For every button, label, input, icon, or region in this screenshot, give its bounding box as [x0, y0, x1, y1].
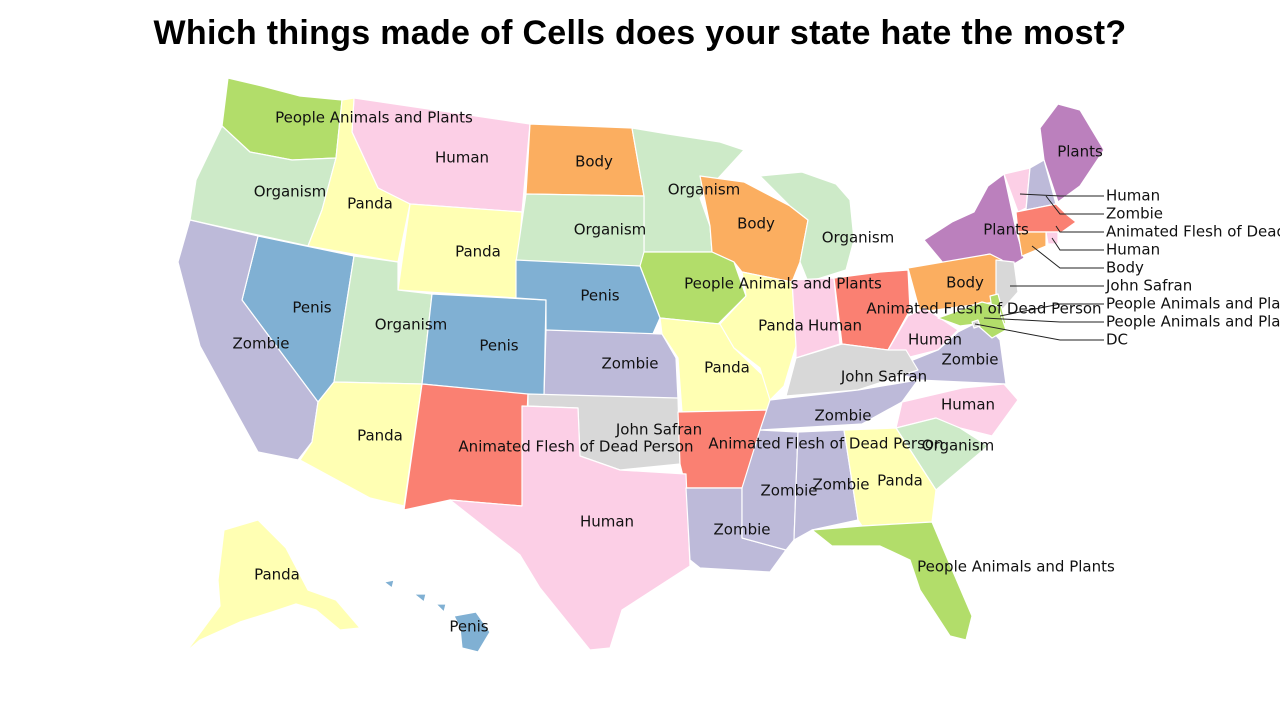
- state-label-wisconsin: Body: [737, 215, 775, 233]
- state-label-west-virginia: Human: [908, 331, 962, 349]
- callout-label-maryland: People Animals and Plants: [1106, 313, 1280, 331]
- state-label-idaho: Panda: [347, 195, 393, 213]
- state-kansas: [543, 329, 679, 401]
- callout-label-new-hampshire: Zombie: [1106, 205, 1163, 223]
- state-alaska: [185, 519, 361, 653]
- state-label-kentucky: John Safran: [840, 368, 927, 386]
- state-kentucky: [785, 343, 919, 397]
- state-label-michigan: Organism: [822, 229, 895, 247]
- state-label-nevada: Penis: [292, 299, 331, 317]
- state-label-montana: Human: [435, 149, 489, 167]
- state-alabama: [793, 429, 859, 541]
- state-label-alabama: Zombie: [813, 476, 870, 494]
- state-label-utah: Organism: [375, 316, 448, 334]
- state-label-oregon: Organism: [254, 183, 327, 201]
- state-label-indiana: Human: [808, 317, 862, 335]
- callout-leader-massachusetts: [1055, 225, 1104, 233]
- state-label-oklahoma: John Safran: [615, 421, 702, 439]
- state-label-wyoming: Panda: [455, 243, 501, 261]
- state-texas: [449, 405, 691, 651]
- state-connecticut: [1017, 231, 1047, 257]
- state-label-texas: Human: [580, 513, 634, 531]
- state-california: [177, 219, 319, 461]
- state-label-arizona: Panda: [357, 427, 403, 445]
- state-label-louisiana: Zombie: [714, 521, 771, 539]
- state-label-florida: People Animals and Plants: [917, 558, 1115, 576]
- state-label-new-mexico: Animated Flesh of Dead Person: [458, 438, 693, 456]
- callout-label-massachusetts: Animated Flesh of Dead Person: [1106, 223, 1280, 241]
- state-label-south-dakota: Organism: [574, 221, 647, 239]
- state-label-south-carolina: Organism: [922, 437, 995, 455]
- callout-leaders: [974, 193, 1104, 341]
- state-label-hawaii: Penis: [449, 618, 488, 636]
- state-label-ohio: Animated Flesh of Dead Person: [866, 300, 1101, 318]
- callout-label-district-of-columbia: DC: [1106, 331, 1128, 349]
- state-florida: [811, 521, 973, 641]
- state-michigan: [759, 171, 855, 283]
- callout-leader-vermont: [1019, 193, 1104, 197]
- callout-label-vermont: Human: [1106, 187, 1160, 205]
- callout-label-delaware: People Animals and Plants: [1106, 295, 1280, 313]
- state-label-maine: Plants: [1057, 143, 1103, 161]
- callout-leader-delaware: [999, 303, 1104, 317]
- state-idaho: [307, 97, 411, 263]
- state-label-virginia: Zombie: [942, 351, 999, 369]
- state-label-new-york: Plants: [983, 221, 1029, 239]
- state-label-colorado: Penis: [479, 337, 518, 355]
- state-label-tennessee: Zombie: [815, 407, 872, 425]
- state-label-nebraska: Penis: [580, 287, 619, 305]
- callout-leader-new-hampshire: [1045, 195, 1104, 215]
- state-label-alaska: Panda: [254, 566, 300, 584]
- state-label-iowa: People Animals and Plants: [684, 275, 882, 293]
- state-label-california: Zombie: [233, 335, 290, 353]
- map-title: Which things made of Cells does your sta…: [153, 14, 1127, 52]
- callout-label-connecticut: Body: [1106, 259, 1144, 277]
- state-label-illinois: Panda: [758, 317, 804, 335]
- callout-leader-rhode-island: [1051, 237, 1104, 251]
- state-label-north-carolina: Human: [941, 396, 995, 414]
- state-label-georgia: Panda: [877, 472, 923, 490]
- callout-leader-connecticut: [1031, 245, 1104, 269]
- callout-label-new-jersey: John Safran: [1105, 277, 1192, 295]
- state-label-washington: People Animals and Plants: [275, 109, 473, 127]
- state-label-mississippi: Zombie: [761, 482, 818, 500]
- state-west-virginia: [887, 307, 959, 359]
- state-label-minnesota: Organism: [668, 181, 741, 199]
- callout-leader-maryland: [983, 317, 1104, 323]
- state-label-arkansas: Animated Flesh of Dead Person: [708, 435, 943, 453]
- state-hawaii: [383, 579, 491, 653]
- state-label-north-dakota: Body: [575, 153, 613, 171]
- state-label-missouri: Panda: [704, 359, 750, 377]
- state-label-pennsylvania: Body: [946, 274, 984, 292]
- state-label-kansas: Zombie: [602, 355, 659, 373]
- states-layer: [177, 77, 1105, 653]
- callout-label-rhode-island: Human: [1106, 241, 1160, 259]
- callout-leader-district-of-columbia: [974, 323, 1104, 341]
- state-maryland: [937, 301, 1007, 339]
